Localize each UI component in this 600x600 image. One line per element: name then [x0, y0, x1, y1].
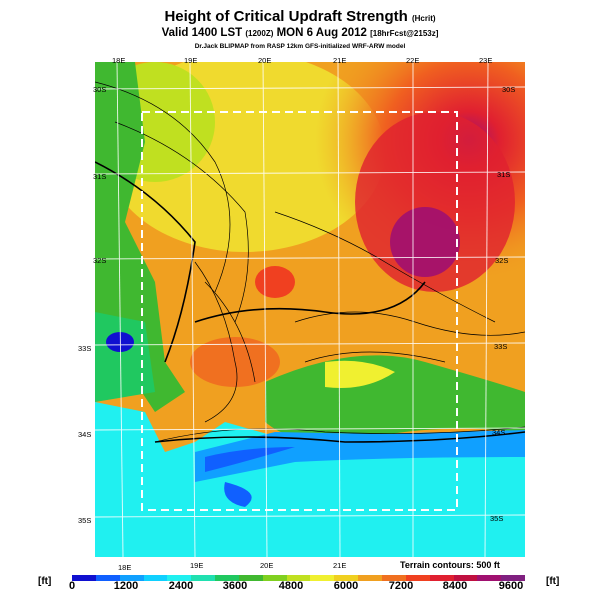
- colorbar-swatch: [238, 575, 263, 581]
- colorbar-swatch: [453, 575, 478, 581]
- colorbar-tick: 1200: [113, 580, 139, 592]
- colorbar-unit-left: [ft]: [38, 576, 52, 587]
- colorbar-swatch: [167, 575, 192, 581]
- model-credit: Dr.Jack BLIPMAP from RASP 12km GFS-initi…: [194, 43, 406, 50]
- lon-label: 21E: [333, 561, 347, 570]
- map-title: Height of Critical Updraft Strength (Hcr…: [164, 8, 436, 25]
- colorbar-swatch: [405, 575, 430, 581]
- lon-label: 20E: [260, 561, 274, 570]
- colorbar-swatch: [477, 575, 502, 581]
- colorbar-tick: 9600: [498, 580, 524, 592]
- colorbar-tick: 6000: [333, 580, 359, 592]
- lon-label: 19E: [190, 561, 204, 570]
- colorbar-swatch: [215, 575, 239, 581]
- colorbar-tick: 8400: [442, 580, 468, 592]
- colorbar-swatch: [381, 575, 406, 581]
- colorbar-swatch: [191, 575, 216, 581]
- colorbar-tick: 7200: [388, 580, 414, 592]
- colorbar-swatch: [143, 575, 168, 581]
- colorbar-swatch: [286, 575, 311, 581]
- colorbar-swatch: [334, 575, 359, 581]
- lat-label: 34S: [78, 430, 92, 439]
- colorbar-swatch: [310, 575, 335, 581]
- hcrit-map: [95, 62, 525, 557]
- lat-label: 31S: [497, 170, 511, 179]
- lat-label: 30S: [93, 85, 107, 94]
- lon-label: 20E: [258, 56, 272, 65]
- colorbar-swatch: [358, 575, 382, 581]
- colorbar-swatch: [429, 575, 454, 581]
- lon-label: 21E: [333, 56, 347, 65]
- colorbar-swatch: [119, 575, 144, 581]
- lon-label: 22E: [406, 56, 420, 65]
- lat-label: 32S: [495, 256, 509, 265]
- lon-label: 23E: [479, 56, 493, 65]
- lat-label: 33S: [494, 342, 508, 351]
- lat-label: 32S: [93, 256, 107, 265]
- lat-label: 35S: [490, 514, 504, 523]
- lon-label: 19E: [184, 56, 198, 65]
- colorbar-unit-right: [ft]: [546, 576, 560, 587]
- lon-label: 18E: [118, 563, 132, 572]
- colorbar-tick: 2400: [168, 580, 194, 592]
- lat-label: 34S: [492, 428, 506, 437]
- terrain-contours-note: Terrain contours: 500 ft: [400, 560, 500, 570]
- colorbar-swatch: [95, 575, 120, 581]
- lat-label: 33S: [78, 344, 92, 353]
- colorbar: [72, 575, 526, 581]
- lat-label: 30S: [502, 85, 516, 94]
- lat-label: 35S: [78, 516, 92, 525]
- colorbar-swatch: [501, 575, 526, 581]
- colorbar-swatch: [262, 575, 287, 581]
- colorbar-tick: 3600: [222, 580, 248, 592]
- lat-label: 31S: [93, 172, 107, 181]
- colorbar-tick: 0: [68, 580, 76, 592]
- colorbar-tick: 4800: [278, 580, 304, 592]
- valid-time: Valid 1400 LST (1200Z) MON 6 Aug 2012 [1…: [161, 27, 439, 39]
- colorbar-swatch: [72, 575, 96, 581]
- lon-label: 18E: [112, 56, 126, 65]
